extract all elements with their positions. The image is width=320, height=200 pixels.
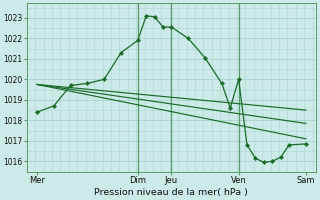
- X-axis label: Pression niveau de la mer( hPa ): Pression niveau de la mer( hPa ): [94, 188, 248, 197]
